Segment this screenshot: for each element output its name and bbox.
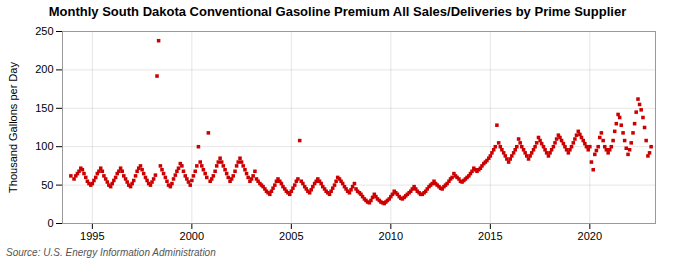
- svg-text:50: 50: [41, 179, 53, 191]
- svg-text:1995: 1995: [80, 230, 104, 242]
- html-text:Source: U.S. Energy Informatio: Source: U.S. Energy Information Administ…: [6, 247, 216, 258]
- svg-text:0: 0: [47, 217, 53, 229]
- svg-text:100: 100: [35, 140, 53, 152]
- svg-text:Thousand Gallons per Day: Thousand Gallons per Day: [7, 62, 19, 193]
- svg-text:2000: 2000: [180, 230, 204, 242]
- svg-text:200: 200: [35, 63, 53, 75]
- svg-text:2005: 2005: [279, 230, 303, 242]
- html-text:Monthly South Dakota Conventio: Monthly South Dakota Conventional Gasoli…: [48, 4, 627, 19]
- svg-text:2015: 2015: [478, 230, 502, 242]
- svg-text:150: 150: [35, 102, 53, 114]
- svg-text:2020: 2020: [578, 230, 602, 242]
- svg-text:250: 250: [35, 25, 53, 37]
- svg-text:2010: 2010: [379, 230, 403, 242]
